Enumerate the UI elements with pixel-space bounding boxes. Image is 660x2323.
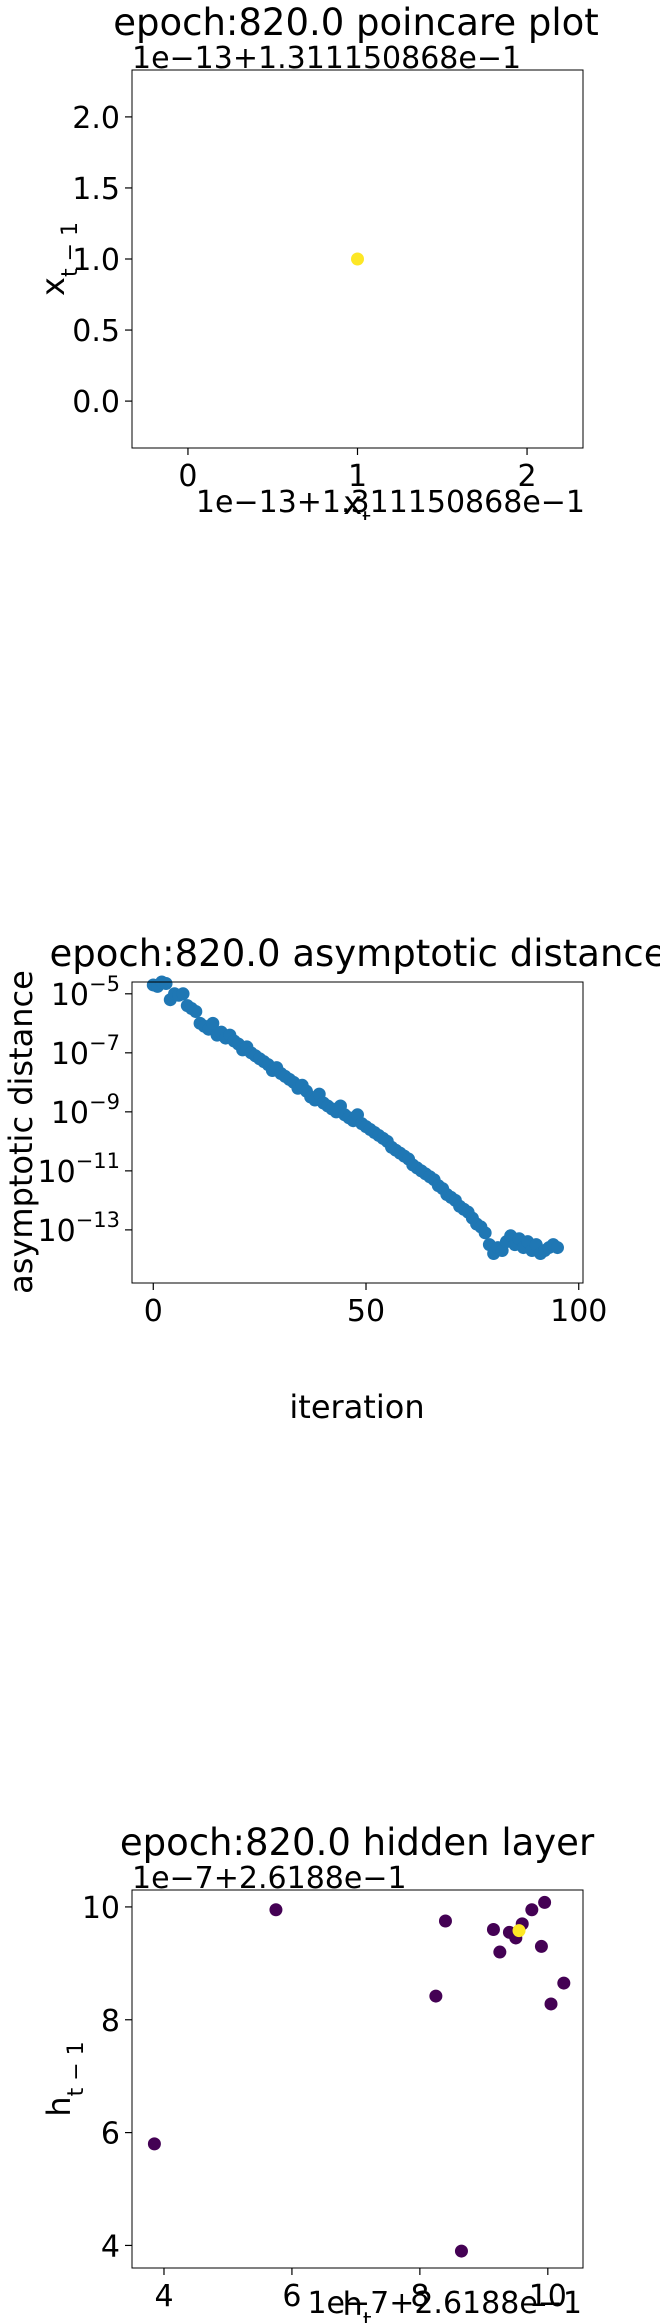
scatter-point [486,1922,500,1936]
y-tick-label: 0.0 [72,385,120,420]
x-offset-label: 1e−13+1.311150868e−1 [196,485,585,520]
asymptotic-distance-chart: epoch:820.0 asymptotic distance 0 50 100 10… [2,932,660,1426]
y-tick-label: 6 [101,2117,120,2152]
chart-title: epoch:820.0 asymptotic distance [49,932,660,975]
y-tick-label: 2.0 [72,101,120,136]
scatter-point [478,1226,492,1240]
scatter-point [534,1939,548,1953]
x-tick-label: 0 [144,1294,163,1329]
plot-frame [131,69,584,449]
plot-frame [131,1889,584,2269]
x-tick-label: 6 [282,2279,301,2314]
hidden-layer-chart: epoch:820.0 hidden layer 1e−7+2.6188e−1 … [40,1821,595,2323]
x-tick-label: 10 [529,2279,567,2314]
scatter-point [525,1903,539,1917]
scatter-point [512,1924,526,1938]
scatter-point [493,1945,507,1959]
y-tick-label: 10−13 [37,1208,120,1249]
x-tick-label: 1 [348,459,367,494]
x-tick-label: 50 [347,1294,385,1329]
scatter-point [147,2137,161,2151]
y-offset-label: 1e−7+2.6188e−1 [132,1861,407,1896]
y-tick-label: 1.5 [72,172,120,207]
y-tick-label: 10−9 [51,1090,120,1131]
scatter-point [351,252,364,266]
scatter-point [176,987,190,1001]
y-tick-label: 4 [101,2229,120,2264]
y-tick-label: 10 [82,1891,120,1926]
scatter-point [159,976,173,990]
y-axis-label: ht − 1 [40,2041,89,2116]
scatter-point [269,1903,283,1917]
scatter-point [206,1016,220,1030]
y-tick-label: 10−5 [51,972,120,1013]
scatter-point [544,1997,558,2011]
y-tick-label: 8 [101,2004,120,2039]
x-tick-label: 100 [550,1294,607,1329]
x-tick-label: 4 [154,2279,173,2314]
chart-title: epoch:820.0 hidden layer [120,1821,595,1864]
y-axis-label: asymptotic distance [2,970,40,1294]
scatter-point [189,1005,203,1019]
chart-title: epoch:820.0 poincare plot [113,1,599,44]
x-axis-label: iteration [289,1388,424,1426]
y-tick-label: 1.0 [72,243,120,278]
scatter-point [550,1241,564,1255]
scatter-point [557,1976,571,1990]
y-tick-label: 0.5 [72,314,120,349]
scatter-point [438,1914,452,1928]
poincare-plot-chart: epoch:820.0 poincare plot 1e−13+1.311150… [34,1,599,520]
y-offset-label: 1e−13+1.311150868e−1 [132,41,521,76]
x-tick-label: 0 [178,459,197,494]
scatter-point [538,1895,552,1909]
y-tick-label: 10−11 [37,1149,120,1190]
x-offset-label: 1e−7+2.6188e−1 [307,2286,582,2321]
y-tick-label: 10−7 [51,1031,120,1072]
x-tick-label: 8 [410,2279,429,2314]
y-axis-label: xt − 1 [34,222,83,296]
scatter-point [454,2244,468,2258]
x-tick-label: 2 [518,459,537,494]
plot-frame [131,981,584,1284]
scatter-point [429,1989,443,2003]
